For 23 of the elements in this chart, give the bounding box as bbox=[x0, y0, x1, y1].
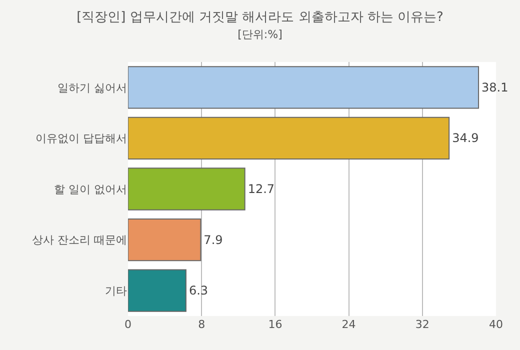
bar bbox=[128, 66, 480, 109]
x-tick-label: 0 bbox=[124, 318, 132, 331]
bar bbox=[128, 116, 450, 160]
chart-subtitle: [단위:%] bbox=[238, 28, 282, 41]
x-tick-label: 16 bbox=[268, 318, 282, 331]
y-tick-label: 상사 잔소리 때문에 bbox=[32, 234, 127, 247]
x-tick-label: 32 bbox=[415, 318, 430, 331]
y-tick-label: 할 일이 없어서 bbox=[54, 182, 127, 196]
chart-title: [직장인] 업무시간에 거짓말 해서라도 외출하고자 하는 이유는? bbox=[76, 10, 444, 25]
x-tick-label: 24 bbox=[342, 318, 356, 331]
bar bbox=[128, 168, 246, 210]
bar bbox=[128, 218, 202, 262]
data-label: 12.7 bbox=[248, 182, 275, 196]
y-tick-label: 일하기 싫어서 bbox=[58, 81, 127, 94]
y-tick-label: 기타 bbox=[105, 284, 127, 298]
x-tick-label: 8 bbox=[198, 318, 206, 331]
data-label: 38.1 bbox=[482, 80, 508, 94]
data-label: 7.9 bbox=[204, 232, 223, 247]
y-tick-label: 이유없이 답답해서 bbox=[36, 132, 127, 146]
bar bbox=[128, 269, 186, 312]
data-label: 34.9 bbox=[452, 131, 479, 146]
data-label: 6.3 bbox=[188, 284, 208, 298]
x-tick-label: 40 bbox=[489, 318, 503, 331]
